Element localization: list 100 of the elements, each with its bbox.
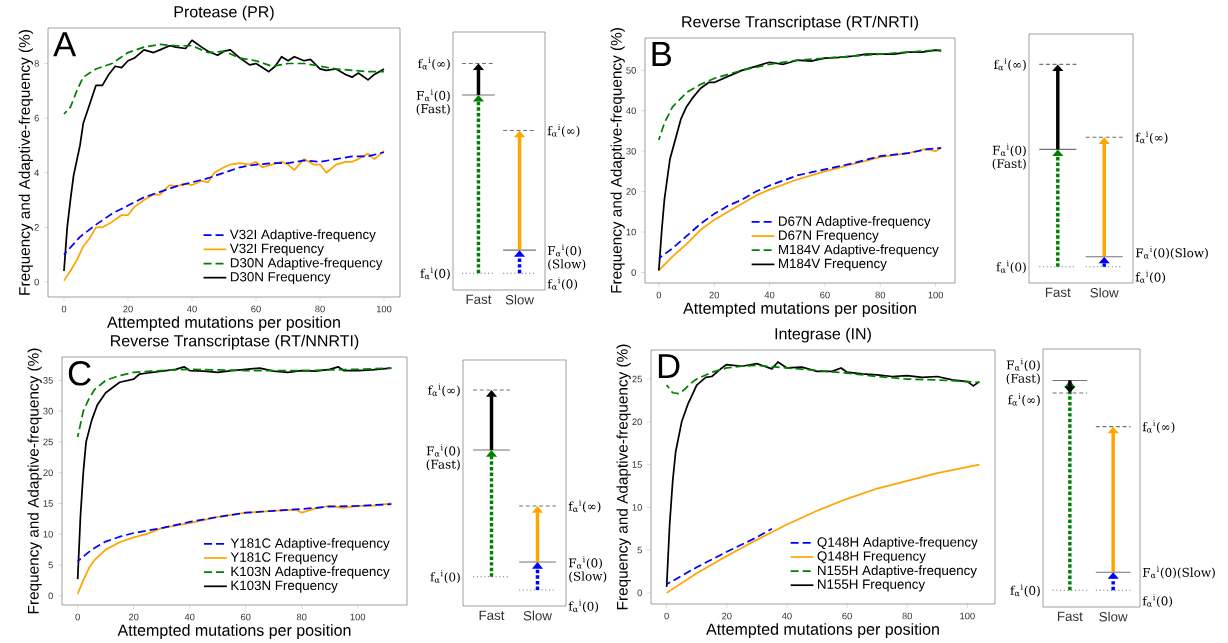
x-axis-title: Attempted mutations per position <box>706 623 939 639</box>
x-tick-label: 20 <box>722 612 732 620</box>
legend-label: Y181C Adaptive-frequency <box>230 538 390 551</box>
text: f$_{α}$$^{i}$(∞) <box>568 499 601 513</box>
x-tick-label: 60 <box>240 613 251 621</box>
text: f$_{α}$$^{i}$(0) <box>568 599 599 613</box>
x-tick-label: 0 <box>61 305 67 313</box>
y-tick-label: 20 <box>632 418 642 426</box>
y-tick-label: 10 <box>43 530 53 538</box>
x-tick-label: 40 <box>184 613 195 621</box>
text: F$_{α}$$^{i}$(0)(Slow) <box>1142 565 1215 579</box>
text: F$_{α}$$^{i}$(0) (Fast) <box>426 444 460 471</box>
x-tick-label: 0 <box>75 613 80 621</box>
legend-label: Y181C Frequency <box>230 552 338 565</box>
x-tick-label: 40 <box>781 612 792 620</box>
x-tick-label: 80 <box>875 291 886 299</box>
text: f$_{α}$$^{i}$(0) <box>1135 270 1166 284</box>
x-tick-label: 0 <box>656 291 662 299</box>
text: F$_{α}$$^{i}$(0) (Fast) <box>416 88 450 115</box>
annotation: A <box>53 32 77 57</box>
y-tick-label: 15 <box>632 461 642 468</box>
category-label: Slow <box>523 610 552 621</box>
x-tick-label: 100 <box>928 291 944 299</box>
chart-title: Integrase (IN) <box>775 327 871 343</box>
text: f$_{α}$$^{i}$(0) <box>1010 583 1040 597</box>
text: F$_{α}$$^{i}$(0) (Fast) <box>992 143 1026 170</box>
text: f$_{α}$$^{i}$(0) <box>420 266 450 280</box>
y-tick-label: 5 <box>48 561 53 569</box>
category-label: Fast <box>1045 287 1071 298</box>
category-label: Slow <box>1099 611 1128 622</box>
x-tick-label: 80 <box>296 613 307 621</box>
x-tick-label: 100 <box>960 612 975 620</box>
legend-label: D67N Adaptive-frequency <box>779 216 931 229</box>
x-tick-label: 100 <box>350 613 366 621</box>
legend-label: K103N Adaptive-frequency <box>231 566 390 579</box>
y-tick-label: 25 <box>43 438 53 446</box>
y-tick-label: 0 <box>34 278 39 286</box>
line-series <box>76 503 393 563</box>
text: F$_{α}$$^{i}$(0) (Slow) <box>568 556 607 583</box>
y-tick-label: 15 <box>43 500 53 507</box>
y-tick-label: 40 <box>626 107 636 115</box>
legend-label: D67N Frequency <box>779 230 879 243</box>
y-tick-label: 30 <box>626 147 636 155</box>
legend-label: D30N Adaptive-frequency <box>230 257 383 271</box>
category-label: Fast <box>466 294 492 305</box>
text: f$_{α}$$^{i}$(0) <box>547 277 578 291</box>
text: f$_{α}$$^{i}$(∞) <box>1142 420 1175 434</box>
legend-label: K103N Frequency <box>231 580 338 593</box>
x-tick-label: 20 <box>128 613 139 621</box>
text: F$_{α}$$^{i}$(0) (Slow) <box>547 244 586 271</box>
x-tick-label: 80 <box>315 305 325 313</box>
x-tick-label: 40 <box>764 291 775 299</box>
y-tick-label: 6 <box>34 114 39 122</box>
y-tick-label: 25 <box>632 375 642 383</box>
text: f$_{α}$$^{i}$(∞) <box>418 57 450 70</box>
text: f$_{α}$$^{i}$(∞) <box>1008 393 1040 407</box>
line-series <box>63 150 385 282</box>
legend-label: M184V Frequency <box>779 258 887 271</box>
y-tick-label: 50 <box>626 67 636 74</box>
annotation: B <box>652 42 671 66</box>
text: f$_{α}$$^{i}$(0) <box>996 260 1026 274</box>
y-tick-label: 4 <box>34 169 40 176</box>
legend-label: V32I Adaptive-frequency <box>229 229 376 242</box>
x-axis-title: Attempted mutations per position <box>117 624 351 640</box>
y-axis-title: Frequency and Adaptive-frequency (%) <box>27 348 42 614</box>
x-tick-label: 0 <box>664 612 669 620</box>
legend-label: N155H Adaptive-frequency <box>818 565 977 578</box>
chart-title: Protease (PR) <box>174 5 274 21</box>
line-series <box>665 527 773 586</box>
y-axis-title: Frequency and Adaptive-frequency (%) <box>18 30 33 295</box>
legend-label: Q148H Adaptive-frequency <box>817 536 978 550</box>
text: f$_{α}$$^{i}$(∞) <box>1135 130 1168 144</box>
annotation: C <box>68 361 91 386</box>
legend-label: M184V Adaptive-frequency <box>779 244 939 257</box>
legend-label: V32I Frequency <box>229 243 324 256</box>
text: f$_{α}$$^{i}$(0) <box>430 570 460 584</box>
y-tick-label: 10 <box>626 228 636 236</box>
x-tick-label: 20 <box>123 305 133 313</box>
y-axis-title: Frequency and Adaptive-frequency (%) <box>616 344 631 610</box>
y-tick-label: 8 <box>34 60 39 67</box>
legend-label: Q148H Frequency <box>817 551 926 564</box>
text: f$_{α}$$^{i}$(∞) <box>994 57 1026 71</box>
x-tick-label: 40 <box>187 305 197 313</box>
x-tick-label: 20 <box>709 291 720 299</box>
category-label: Fast <box>1057 611 1083 622</box>
y-tick-label: 10 <box>632 504 642 511</box>
y-tick-label: 5 <box>637 546 642 554</box>
x-tick-label: 60 <box>251 305 261 313</box>
x-axis-title: Attempted mutations per position <box>107 316 340 332</box>
legend-label: D30N Frequency <box>230 272 331 285</box>
y-tick-label: 2 <box>34 224 39 231</box>
x-tick-label: 100 <box>376 305 392 313</box>
x-tick-label: 60 <box>842 612 852 620</box>
y-axis-title: Frequency and Adaptive-frequency (%) <box>610 28 625 293</box>
y-tick-label: 20 <box>626 188 636 195</box>
y-tick-label: 0 <box>48 592 53 600</box>
category-label: Fast <box>479 610 505 621</box>
text: f$_{α}$$^{i}$(∞) <box>547 124 580 137</box>
text: f$_{α}$$^{i}$(0) <box>1142 594 1173 608</box>
category-label: Slow <box>1090 287 1119 298</box>
